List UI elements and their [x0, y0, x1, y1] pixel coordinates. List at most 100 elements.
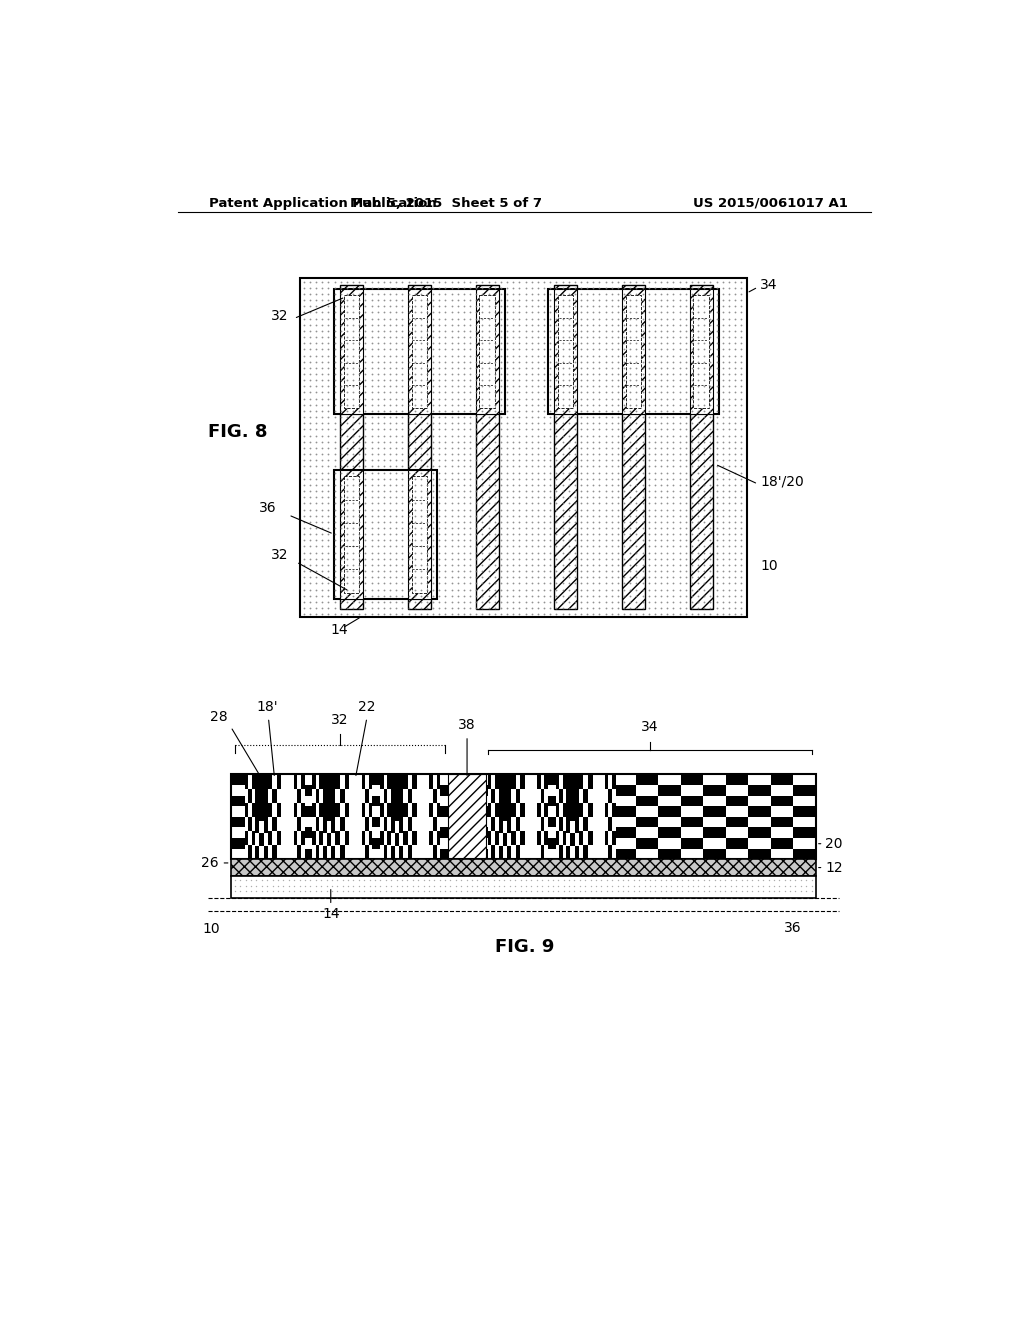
- Bar: [608, 817, 612, 830]
- Bar: [332, 821, 336, 833]
- Bar: [272, 803, 276, 817]
- Bar: [538, 788, 541, 803]
- Bar: [408, 470, 431, 599]
- Bar: [495, 803, 499, 817]
- Bar: [541, 803, 545, 817]
- Bar: [584, 788, 588, 803]
- Bar: [252, 817, 255, 830]
- Bar: [276, 803, 282, 817]
- Bar: [515, 803, 520, 817]
- Bar: [703, 775, 726, 785]
- Bar: [703, 817, 726, 828]
- Bar: [568, 796, 591, 807]
- Bar: [248, 775, 252, 788]
- Bar: [297, 830, 301, 845]
- Bar: [263, 821, 267, 833]
- Bar: [253, 785, 275, 796]
- Text: 18'/20: 18'/20: [761, 474, 804, 488]
- Bar: [495, 817, 499, 830]
- Bar: [408, 285, 431, 609]
- Bar: [703, 838, 726, 849]
- Bar: [703, 807, 726, 817]
- Bar: [613, 796, 636, 807]
- Bar: [520, 788, 525, 803]
- Bar: [252, 775, 255, 788]
- Bar: [230, 876, 816, 898]
- Bar: [253, 807, 275, 817]
- Bar: [636, 828, 658, 838]
- Bar: [771, 807, 794, 817]
- Bar: [408, 775, 413, 788]
- Bar: [689, 289, 713, 414]
- Bar: [771, 849, 794, 859]
- Bar: [501, 796, 523, 807]
- Bar: [343, 828, 366, 838]
- Bar: [608, 830, 612, 845]
- Bar: [538, 803, 541, 817]
- Bar: [546, 838, 568, 849]
- Bar: [315, 830, 319, 845]
- Bar: [272, 775, 276, 788]
- Bar: [612, 803, 615, 817]
- Bar: [436, 817, 440, 830]
- Bar: [613, 838, 636, 849]
- Bar: [319, 788, 323, 803]
- Bar: [340, 285, 364, 609]
- Bar: [541, 817, 545, 830]
- Bar: [391, 833, 395, 846]
- Bar: [340, 289, 364, 414]
- Bar: [626, 296, 641, 408]
- Bar: [591, 775, 613, 785]
- Bar: [658, 785, 681, 796]
- Bar: [478, 828, 501, 838]
- Bar: [584, 775, 588, 788]
- Bar: [749, 807, 771, 817]
- Bar: [319, 803, 323, 817]
- Bar: [403, 817, 408, 830]
- Bar: [301, 775, 304, 788]
- Bar: [579, 830, 584, 845]
- Bar: [570, 833, 574, 846]
- Bar: [403, 788, 408, 803]
- Bar: [515, 788, 520, 803]
- Bar: [456, 849, 478, 859]
- Bar: [321, 849, 343, 859]
- Bar: [253, 849, 275, 859]
- Bar: [384, 845, 387, 859]
- Bar: [794, 838, 816, 849]
- Bar: [545, 775, 548, 788]
- Bar: [436, 803, 440, 817]
- Bar: [275, 849, 298, 859]
- Bar: [369, 775, 373, 788]
- Bar: [771, 828, 794, 838]
- Bar: [523, 817, 546, 828]
- Bar: [312, 775, 315, 788]
- Bar: [524, 775, 538, 859]
- Bar: [501, 775, 523, 785]
- Bar: [332, 846, 336, 859]
- Bar: [794, 775, 816, 785]
- Bar: [361, 775, 366, 788]
- Bar: [334, 289, 505, 414]
- Bar: [436, 788, 440, 803]
- Bar: [387, 788, 391, 803]
- Bar: [344, 477, 359, 593]
- Bar: [408, 289, 431, 414]
- Bar: [546, 796, 568, 807]
- Bar: [297, 775, 301, 788]
- Bar: [366, 830, 369, 845]
- Bar: [558, 296, 573, 408]
- Bar: [298, 796, 321, 807]
- Bar: [546, 785, 568, 796]
- Bar: [301, 788, 304, 803]
- Bar: [315, 788, 319, 803]
- Text: Patent Application Publication: Patent Application Publication: [209, 197, 437, 210]
- Bar: [267, 775, 272, 788]
- Bar: [343, 838, 366, 849]
- Bar: [608, 788, 612, 803]
- Bar: [612, 830, 615, 845]
- Bar: [384, 803, 387, 817]
- Bar: [515, 775, 520, 788]
- Bar: [336, 845, 340, 859]
- Bar: [546, 828, 568, 838]
